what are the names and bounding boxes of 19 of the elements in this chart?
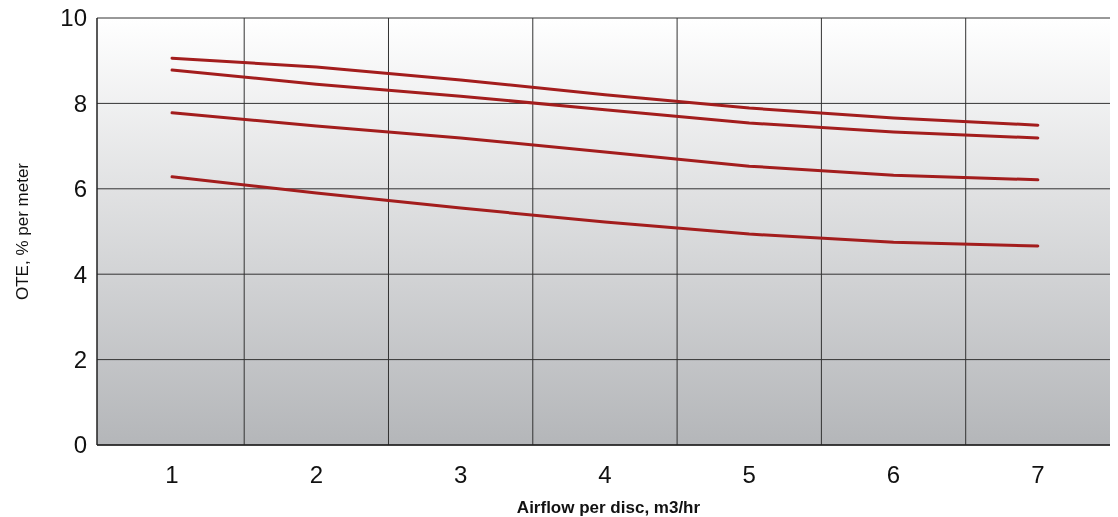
line-series — [170, 111, 1040, 182]
x-tick-label: 3 — [453, 461, 468, 488]
line-series — [170, 68, 1040, 140]
x-tick-label: 1 — [165, 461, 179, 488]
x-tick-label: 6 — [886, 461, 901, 488]
x-tick-label: 2 — [309, 461, 324, 488]
line-series — [170, 56, 1040, 127]
y-axis-title: OTE, % per meter — [13, 162, 32, 300]
x-tick-label: 5 — [742, 461, 756, 488]
x-tick-label: 4 — [598, 461, 612, 488]
y-tick-label: 8 — [73, 89, 87, 117]
y-tick-label: 0 — [73, 431, 87, 459]
x-tick-label: 7 — [1031, 461, 1045, 488]
y-tick-label: 4 — [73, 260, 87, 288]
x-axis-title: Airflow per disc, m3/hr — [516, 498, 701, 517]
y-tick-label: 6 — [73, 175, 87, 203]
y-tick-label: 2 — [73, 346, 87, 373]
line-series — [170, 175, 1040, 248]
y-tick-label: 10 — [60, 4, 87, 32]
